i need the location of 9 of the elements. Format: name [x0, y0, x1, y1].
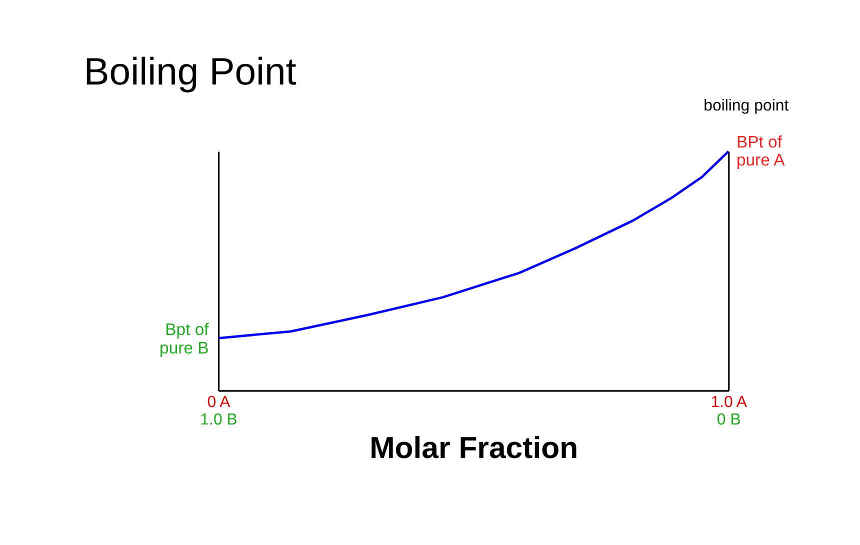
- annotation: Bpt of pure B: [160, 320, 210, 358]
- x-axis-title: Molar Fraction: [370, 432, 578, 465]
- x-tick-label: 0 A: [207, 394, 231, 411]
- chart-title: Boiling Point: [84, 50, 297, 94]
- y-axis-title: boiling point: [704, 97, 790, 114]
- x-tick-label: 1.0 A: [710, 394, 748, 411]
- x2-tick-label: 1.0 B: [200, 411, 238, 428]
- x2-tick-label: 0 B: [716, 411, 741, 428]
- annotation: BPt of pure A: [736, 132, 786, 170]
